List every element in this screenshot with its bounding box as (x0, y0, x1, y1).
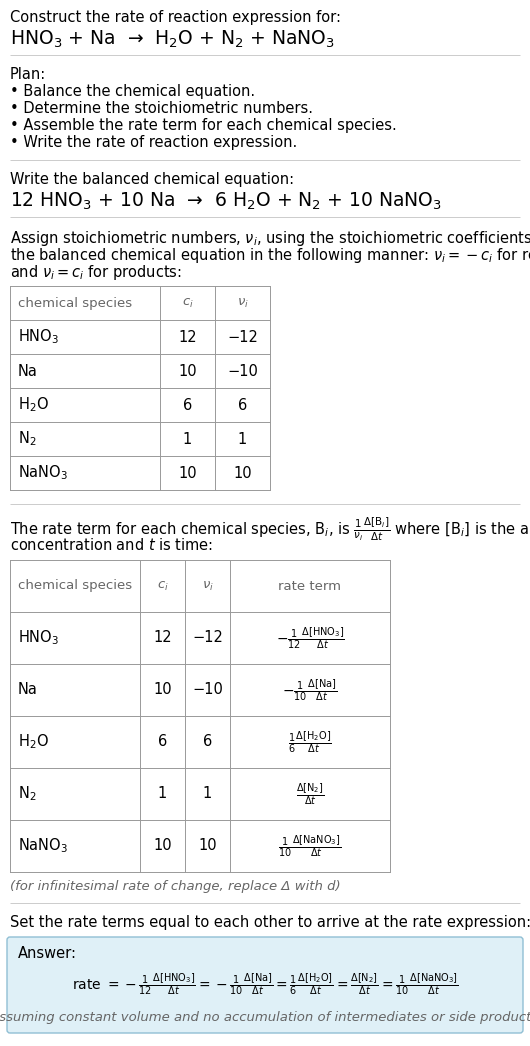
Text: • Determine the stoichiometric numbers.: • Determine the stoichiometric numbers. (10, 101, 313, 116)
Text: 10: 10 (153, 839, 172, 854)
Text: rate term: rate term (278, 579, 341, 592)
Text: 12 HNO$_3$ + 10 Na  →  6 H$_2$O + N$_2$ + 10 NaNO$_3$: 12 HNO$_3$ + 10 Na → 6 H$_2$O + N$_2$ + … (10, 191, 442, 212)
Text: 1: 1 (183, 432, 192, 447)
Text: $\frac{1}{6}\frac{\Delta[\mathrm{H_2O}]}{\Delta t}$: $\frac{1}{6}\frac{\Delta[\mathrm{H_2O}]}… (288, 729, 332, 755)
Text: Plan:: Plan: (10, 67, 46, 82)
Text: $\frac{1}{10}\frac{\Delta[\mathrm{NaNO_3}]}{\Delta t}$: $\frac{1}{10}\frac{\Delta[\mathrm{NaNO_3… (278, 833, 341, 859)
Text: −10: −10 (192, 682, 223, 698)
Text: Answer:: Answer: (18, 946, 77, 961)
Text: HNO$_3$ + Na  →  H$_2$O + N$_2$ + NaNO$_3$: HNO$_3$ + Na → H$_2$O + N$_2$ + NaNO$_3$ (10, 29, 335, 50)
FancyBboxPatch shape (7, 937, 523, 1033)
Text: The rate term for each chemical species, B$_i$, is $\frac{1}{\nu_i}\frac{\Delta[: The rate term for each chemical species,… (10, 516, 530, 544)
Text: −12: −12 (227, 329, 258, 344)
Text: 1: 1 (238, 432, 247, 447)
Text: 1: 1 (203, 787, 212, 801)
Text: Na: Na (18, 682, 38, 698)
Text: $c_i$: $c_i$ (156, 579, 169, 592)
Text: $-\frac{1}{10}\frac{\Delta[\mathrm{Na}]}{\Delta t}$: $-\frac{1}{10}\frac{\Delta[\mathrm{Na}]}… (282, 677, 338, 703)
Text: Na: Na (18, 364, 38, 379)
Text: H$_2$O: H$_2$O (18, 732, 49, 751)
Text: the balanced chemical equation in the following manner: $\nu_i = -c_i$ for react: the balanced chemical equation in the fo… (10, 246, 530, 265)
Text: 10: 10 (153, 682, 172, 698)
Text: 6: 6 (238, 397, 247, 412)
Text: 1: 1 (158, 787, 167, 801)
Text: • Assemble the rate term for each chemical species.: • Assemble the rate term for each chemic… (10, 118, 397, 133)
Text: Write the balanced chemical equation:: Write the balanced chemical equation: (10, 172, 294, 187)
Text: chemical species: chemical species (18, 579, 132, 592)
Text: Assign stoichiometric numbers, $\nu_i$, using the stoichiometric coefficients, $: Assign stoichiometric numbers, $\nu_i$, … (10, 229, 530, 248)
Text: $-\frac{1}{12}\frac{\Delta[\mathrm{HNO_3}]}{\Delta t}$: $-\frac{1}{12}\frac{\Delta[\mathrm{HNO_3… (276, 626, 344, 651)
Text: concentration and $t$ is time:: concentration and $t$ is time: (10, 537, 213, 553)
Text: 6: 6 (183, 397, 192, 412)
Text: chemical species: chemical species (18, 296, 132, 310)
Text: $\nu_i$: $\nu_i$ (236, 296, 249, 310)
Text: Construct the rate of reaction expression for:: Construct the rate of reaction expressio… (10, 10, 341, 25)
Text: 6: 6 (203, 734, 212, 750)
Text: H$_2$O: H$_2$O (18, 395, 49, 414)
Text: N$_2$: N$_2$ (18, 784, 37, 803)
Text: 12: 12 (178, 329, 197, 344)
Text: • Balance the chemical equation.: • Balance the chemical equation. (10, 84, 255, 99)
Text: $\nu_i$: $\nu_i$ (201, 579, 214, 592)
Text: 6: 6 (158, 734, 167, 750)
Text: 10: 10 (233, 465, 252, 480)
Text: 10: 10 (198, 839, 217, 854)
Text: −10: −10 (227, 364, 258, 379)
Text: (assuming constant volume and no accumulation of intermediates or side products): (assuming constant volume and no accumul… (0, 1011, 530, 1024)
Text: Set the rate terms equal to each other to arrive at the rate expression:: Set the rate terms equal to each other t… (10, 915, 530, 930)
Text: $c_i$: $c_i$ (182, 296, 193, 310)
Text: N$_2$: N$_2$ (18, 430, 37, 449)
Text: $\frac{\Delta[\mathrm{N_2}]}{\Delta t}$: $\frac{\Delta[\mathrm{N_2}]}{\Delta t}$ (296, 781, 324, 806)
Text: HNO$_3$: HNO$_3$ (18, 327, 59, 346)
Text: 12: 12 (153, 631, 172, 645)
Text: NaNO$_3$: NaNO$_3$ (18, 463, 68, 482)
Text: and $\nu_i = c_i$ for products:: and $\nu_i = c_i$ for products: (10, 263, 182, 282)
Text: 10: 10 (178, 465, 197, 480)
Text: NaNO$_3$: NaNO$_3$ (18, 837, 68, 856)
Text: 10: 10 (178, 364, 197, 379)
Text: (for infinitesimal rate of change, replace Δ with d): (for infinitesimal rate of change, repla… (10, 880, 341, 893)
Text: rate $= -\frac{1}{12}\frac{\Delta[\mathrm{HNO_3}]}{\Delta t} = -\frac{1}{10}\fra: rate $= -\frac{1}{12}\frac{\Delta[\mathr… (72, 971, 458, 997)
Text: HNO$_3$: HNO$_3$ (18, 629, 59, 647)
Text: • Write the rate of reaction expression.: • Write the rate of reaction expression. (10, 135, 297, 150)
Text: −12: −12 (192, 631, 223, 645)
